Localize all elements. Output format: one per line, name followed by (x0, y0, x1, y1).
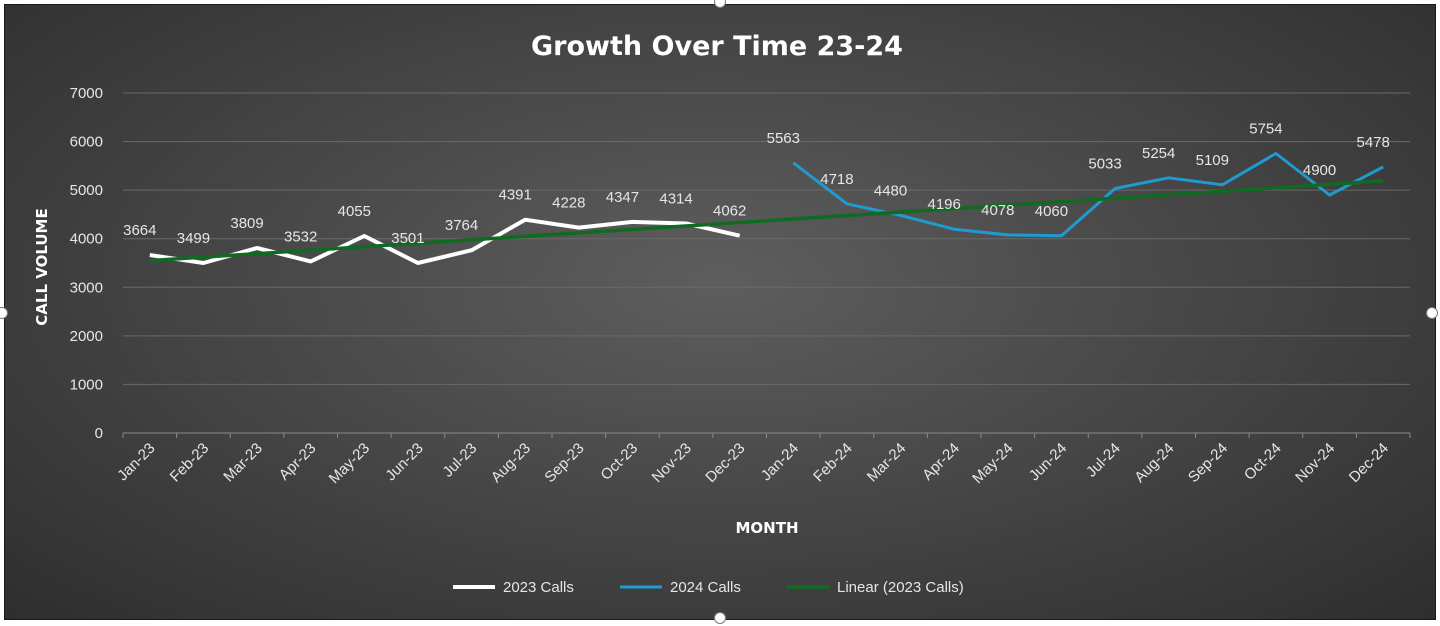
x-axis-title: MONTH (735, 519, 798, 537)
data-label: 3532 (284, 228, 317, 245)
y-tick-label: 7000 (70, 85, 103, 102)
data-label: 4718 (820, 171, 853, 188)
line-chart: Growth Over Time 23-24 0 1000 2000 3000 4000… (33, 31, 1411, 596)
data-label: 5033 (1088, 156, 1121, 173)
data-label: 4391 (499, 187, 532, 204)
series (149, 152, 1384, 265)
legend-label: 2024 Calls (670, 579, 741, 596)
x-tick-label: Aug-24 (1131, 440, 1177, 486)
x-tick-label: Jul-24 (1083, 440, 1124, 481)
chart-title: Growth Over Time 23-24 (531, 31, 903, 62)
x-tick-label: Oct-24 (1241, 440, 1285, 484)
resize-handle-left[interactable] (0, 307, 8, 319)
data-label: 3664 (123, 222, 156, 239)
x-tick-label: Jun-23 (382, 440, 426, 484)
y-axis-ticks: 0 1000 2000 3000 4000 5000 6000 7000 (70, 85, 103, 442)
resize-handle-bottom[interactable] (714, 612, 726, 624)
data-label: 4900 (1303, 162, 1336, 179)
data-label: 4196 (928, 196, 961, 213)
x-tick-label: Nov-24 (1292, 440, 1338, 486)
series-line (149, 217, 741, 265)
x-tick-label: Mar-24 (864, 440, 910, 486)
x-tick-label: Sep-23 (541, 440, 587, 486)
x-tick-label: Dec-24 (1346, 440, 1392, 486)
x-tick-label: Oct-23 (597, 440, 641, 484)
data-label: 3499 (177, 230, 210, 247)
y-tick-label: 1000 (70, 376, 103, 393)
data-label: 3764 (445, 217, 478, 234)
data-label: 4480 (874, 182, 907, 199)
x-tick-label: Jan-23 (114, 440, 158, 484)
x-tick-label: Jul-23 (439, 440, 480, 481)
x-tick-label: Jan-24 (758, 440, 802, 484)
resize-handle-right[interactable] (1426, 307, 1438, 319)
data-label: 3501 (391, 230, 424, 247)
y-tick-label: 2000 (70, 328, 103, 345)
legend-label: Linear (2023 Calls) (837, 579, 964, 596)
data-label: 4228 (552, 195, 585, 212)
data-label: 5254 (1142, 145, 1175, 162)
y-tick-label: 5000 (70, 182, 103, 199)
data-label: 4347 (606, 189, 639, 206)
y-tick-label: 6000 (70, 134, 103, 151)
x-tick-label: Feb-24 (810, 440, 856, 486)
y-tick-label: 4000 (70, 231, 103, 248)
x-tick-label: May-24 (969, 440, 1016, 487)
data-label: 5109 (1196, 152, 1229, 169)
x-tick-label: Sep-24 (1185, 440, 1231, 486)
x-tick-label: Apr-24 (919, 440, 963, 484)
data-labels: 3664 3499 3809 3532 4055 3501 3764 4391 4228 4347… (123, 121, 1390, 248)
trendline (149, 179, 1384, 263)
x-tick-label: Nov-23 (649, 440, 695, 486)
data-label: 4314 (659, 190, 692, 207)
axes (122, 432, 1411, 438)
data-label: 5754 (1249, 121, 1282, 138)
data-label: 4078 (981, 202, 1014, 219)
x-tick-label: Jun-24 (1026, 440, 1070, 484)
y-tick-label: 3000 (70, 279, 103, 296)
x-tick-label: Feb-23 (167, 440, 213, 486)
y-axis-title: CALL VOLUME (33, 208, 51, 325)
x-tick-label: Aug-23 (488, 440, 534, 486)
data-label: 4062 (713, 203, 746, 220)
data-label: 3809 (230, 215, 263, 232)
resize-handle-top[interactable] (714, 0, 726, 8)
legend-label: 2023 Calls (503, 579, 574, 596)
gridlines (123, 92, 1410, 385)
x-tick-label: May-23 (326, 440, 373, 487)
data-label: 4060 (1035, 203, 1068, 220)
x-tick-label: Mar-23 (220, 440, 266, 486)
data-label: 4055 (338, 203, 371, 220)
legend: 2023 Calls 2024 Calls Linear (2023 Calls) (453, 579, 964, 596)
data-label: 5478 (1357, 134, 1390, 151)
y-tick-label: 0 (95, 425, 103, 442)
x-tick-label: Dec-23 (702, 440, 748, 486)
x-tick-label: Apr-23 (276, 440, 320, 484)
data-label: 5563 (767, 130, 800, 147)
x-axis-ticks: Jan-23 Feb-23 Mar-23 Apr-23 May-23 Jun-23 Jul-… (114, 440, 1392, 487)
